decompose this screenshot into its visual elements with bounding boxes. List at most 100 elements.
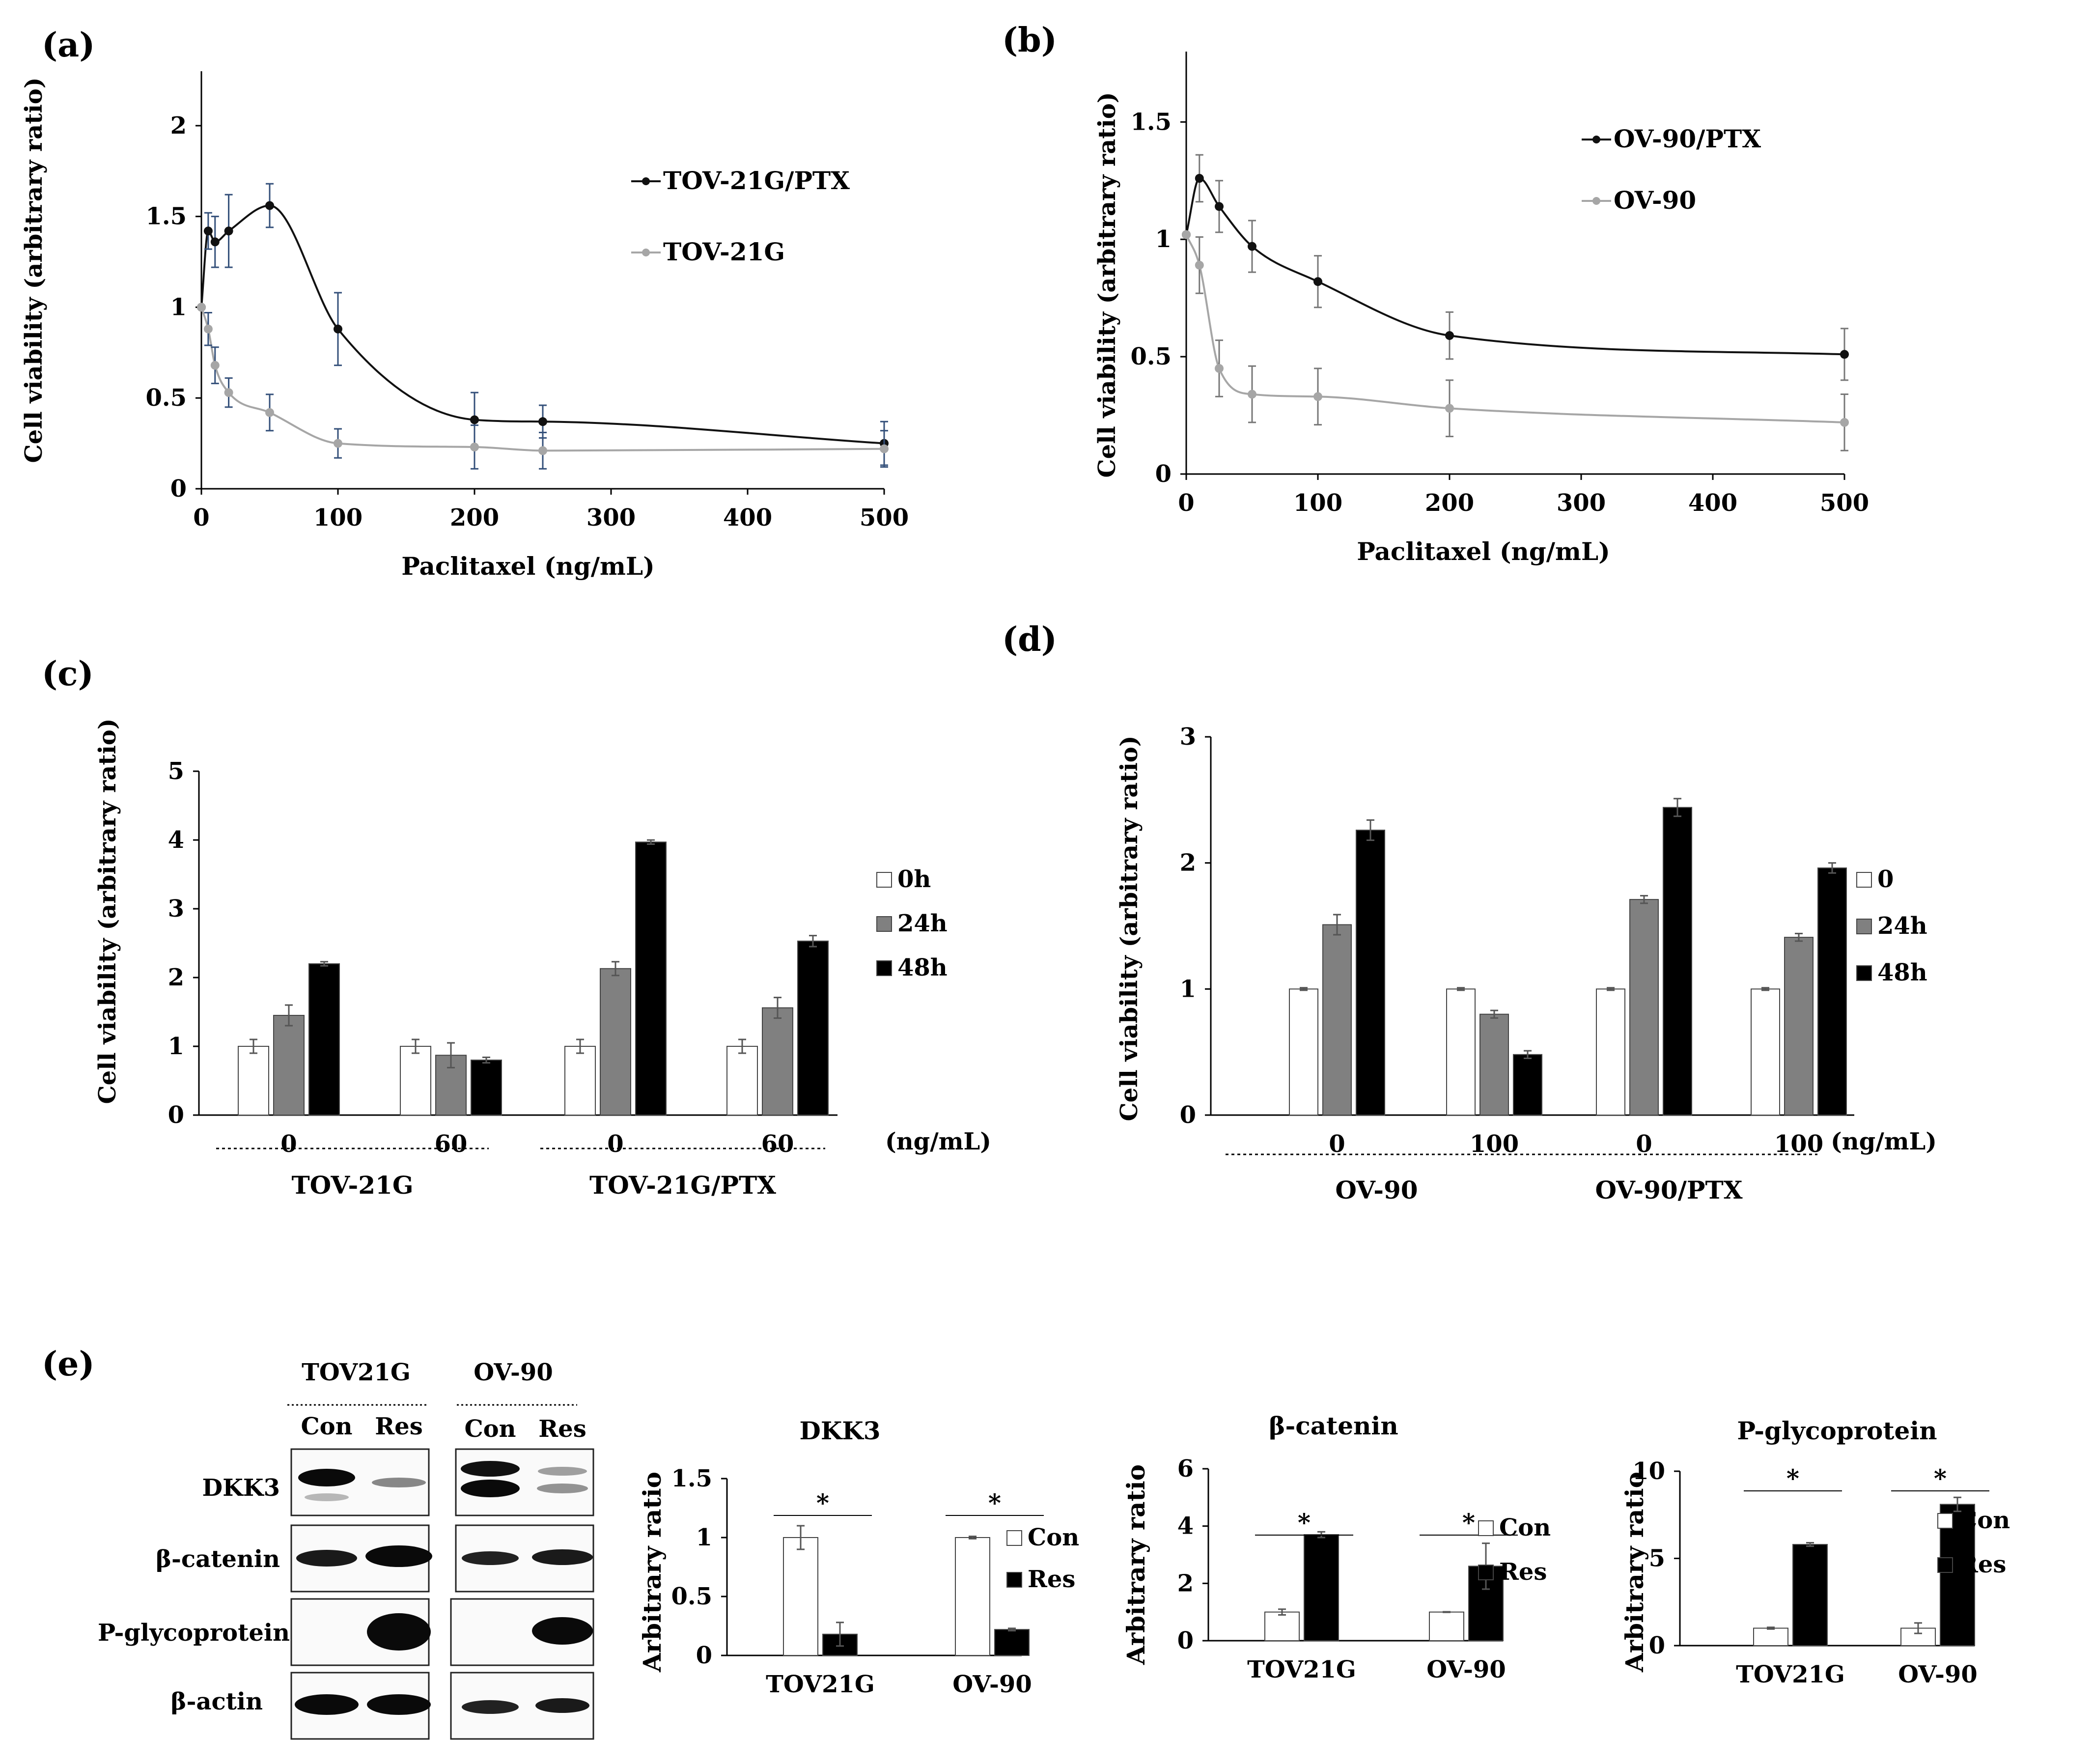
blot-band: [372, 1478, 426, 1487]
legend-swatch: [1006, 1530, 1022, 1546]
y-tick-label: 1: [168, 1033, 184, 1060]
legend-swatch: [1478, 1565, 1494, 1580]
x-unit-label: (ng/mL): [1831, 1128, 1937, 1155]
data-point: [1313, 392, 1322, 401]
bar: [1356, 829, 1385, 1116]
legend-label: Res: [1499, 1558, 1547, 1586]
group-label: TOV-21G: [291, 1171, 413, 1200]
data-point: [1445, 404, 1454, 413]
x-tick-label: 500: [1820, 489, 1869, 517]
bar: [994, 1629, 1030, 1656]
x-tick-label: 0: [1329, 1130, 1345, 1158]
legend-swatch: [1937, 1557, 1953, 1573]
data-point: [203, 226, 213, 236]
x-tick-label: 200: [1425, 489, 1474, 517]
bar: [635, 841, 667, 1116]
significance-star: *: [1786, 1464, 1799, 1493]
data-point: [470, 415, 479, 424]
x-tick-label: 0: [193, 504, 209, 532]
legend-swatch: [1478, 1520, 1494, 1536]
blot-band: [462, 1551, 519, 1565]
y-tick-label: 5: [168, 757, 184, 785]
western-blot: TOV21G OV-90 Con Res Con Res DKK3 β-cate…: [98, 1359, 594, 1740]
legend-label: 0h: [897, 866, 931, 893]
x-tick-label: 60: [435, 1130, 468, 1158]
bar: [1304, 1534, 1339, 1642]
significance-star: *: [1298, 1508, 1311, 1537]
legend-swatch: [1856, 919, 1872, 934]
legend-label: OV-90: [1614, 186, 1696, 215]
significance-star: *: [816, 1488, 829, 1517]
x-unit-label: (ng/mL): [885, 1128, 991, 1155]
bar: [1596, 988, 1625, 1116]
blot-band: [365, 1545, 432, 1567]
chart-a: 0 0.5 1 1.5 2 Cell viability (arbitrary ratio…: [20, 71, 909, 581]
data-point: [880, 444, 889, 453]
data-point: [224, 388, 233, 397]
x-tick-label: TOV21G: [1736, 1661, 1845, 1688]
blot-band: [461, 1480, 520, 1497]
blot-header-ov90: OV-90: [474, 1359, 553, 1386]
y-axis-title: Cell viability (arbitrary ratio): [20, 77, 48, 463]
legend-label: OV-90/PTX: [1614, 124, 1761, 153]
data-point: [265, 201, 274, 210]
legend-label: 48h: [1877, 959, 1927, 986]
y-tick-label: 2: [168, 964, 184, 991]
legend-marker: [1592, 197, 1600, 205]
y-tick-label: 0: [1177, 1627, 1194, 1654]
legend-swatch: [1937, 1513, 1953, 1529]
legend-swatch: [1856, 872, 1872, 888]
y-tick-label: 1.5: [671, 1465, 712, 1492]
x-tick-label: 0: [280, 1130, 297, 1158]
x-tick-label: 300: [586, 504, 636, 532]
bar: [1663, 807, 1692, 1116]
chart-c: 0 1 2 3 4 5 Cell viability (arbitrary ratio) 0 6…: [94, 718, 991, 1200]
data-point: [334, 439, 342, 448]
y-axis-title: Cell viability (arbitrary ratio): [1093, 92, 1121, 477]
x-tick-label: OV-90: [952, 1671, 1032, 1698]
legend-swatch: [876, 960, 892, 976]
legend-swatch: [876, 916, 892, 932]
series-line: [1185, 177, 1845, 356]
blot-band: [367, 1613, 431, 1651]
data-point: [1445, 331, 1454, 340]
bar: [1751, 988, 1780, 1116]
blot-band: [305, 1493, 349, 1501]
legend-marker: [1592, 136, 1600, 143]
legend-label: TOV-21G/PTX: [663, 166, 850, 195]
y-tick-label: 0.5: [1130, 343, 1172, 370]
panel-label-c: (c): [42, 654, 94, 694]
x-tick-label: 0: [1636, 1130, 1652, 1158]
y-tick-label: 0.5: [671, 1583, 712, 1610]
blot-band: [295, 1694, 359, 1715]
data-point: [1215, 364, 1224, 373]
data-point: [1195, 260, 1204, 270]
y-tick-label: 0: [1155, 460, 1172, 488]
data-point: [1195, 174, 1204, 183]
y-tick-label: 0: [696, 1642, 712, 1669]
data-point: [1840, 418, 1849, 427]
bar: [600, 968, 631, 1116]
y-tick-label: 4: [168, 826, 184, 854]
bar: [238, 1046, 269, 1116]
x-tick-label: 100: [1470, 1130, 1519, 1158]
x-axis-title: Paclitaxel (ng/mL): [1357, 537, 1610, 566]
y-axis-title: Cell viability (arbitrary ratio): [94, 718, 121, 1104]
y-tick-label: 1: [1180, 975, 1196, 1003]
y-tick-label: 5: [1649, 1545, 1665, 1572]
x-tick-label: 200: [450, 504, 499, 532]
panel-label-a: (a): [42, 26, 95, 65]
data-point: [1182, 230, 1191, 239]
data-point: [470, 443, 479, 451]
legend-label: Con: [1499, 1514, 1551, 1541]
blot-band: [296, 1550, 357, 1567]
legend-swatch: [876, 872, 892, 888]
blot-row-beta-actin: β-actin: [171, 1688, 263, 1715]
y-tick-label: 0.5: [145, 384, 187, 412]
blot-band: [462, 1700, 519, 1714]
y-tick-label: 3: [1180, 723, 1196, 751]
bar: [1513, 1054, 1542, 1116]
x-tick-label: 60: [761, 1130, 794, 1158]
